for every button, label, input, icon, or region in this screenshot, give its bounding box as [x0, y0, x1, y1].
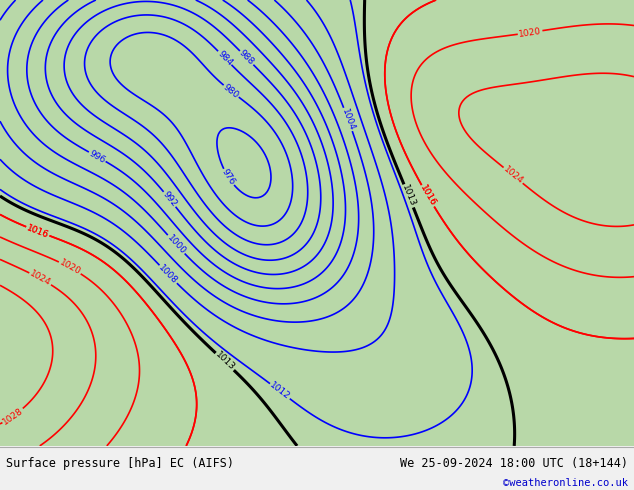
Text: 1020: 1020: [518, 26, 542, 39]
Text: 1024: 1024: [28, 269, 53, 288]
Text: 1024: 1024: [501, 165, 525, 186]
Text: 1013: 1013: [213, 350, 236, 373]
Text: 1013: 1013: [400, 184, 417, 208]
Text: 992: 992: [161, 190, 179, 209]
Text: 1008: 1008: [157, 263, 179, 286]
Text: 1004: 1004: [340, 107, 356, 132]
Text: 1000: 1000: [165, 233, 187, 256]
Text: 1028: 1028: [1, 406, 25, 426]
Text: 1016: 1016: [25, 223, 50, 240]
Text: Surface pressure [hPa] EC (AIFS): Surface pressure [hPa] EC (AIFS): [6, 457, 235, 470]
Text: 1016: 1016: [418, 184, 437, 208]
Text: 996: 996: [87, 148, 107, 165]
Text: 980: 980: [221, 82, 241, 100]
Text: 988: 988: [237, 49, 256, 67]
Text: We 25-09-2024 18:00 UTC (18+144): We 25-09-2024 18:00 UTC (18+144): [399, 457, 628, 470]
Text: 976: 976: [220, 168, 237, 187]
Text: ©weatheronline.co.uk: ©weatheronline.co.uk: [503, 478, 628, 488]
Text: 1016: 1016: [418, 184, 437, 208]
Text: 1016: 1016: [25, 223, 50, 240]
Text: 984: 984: [216, 49, 234, 67]
Text: 1012: 1012: [268, 381, 292, 402]
Text: 1020: 1020: [58, 258, 82, 277]
